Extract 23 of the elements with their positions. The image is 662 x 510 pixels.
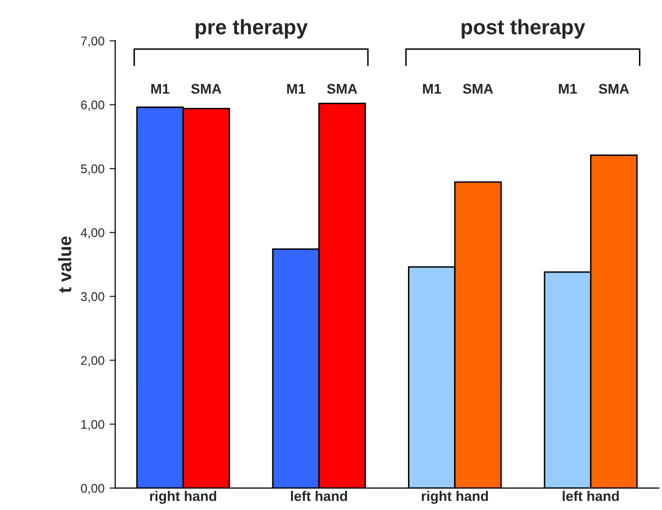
- text: SMA: [462, 84, 494, 94]
- text: M1: [558, 84, 577, 94]
- y-axis-title: t value: [58, 236, 72, 293]
- text: M1: [287, 84, 306, 94]
- y-tick-label: 0,00: [80, 484, 104, 494]
- y-tick-label: 7,00: [81, 36, 104, 47]
- text: SMA: [598, 84, 629, 94]
- y-tick-label: 1,00: [81, 420, 104, 430]
- text: SMA: [191, 84, 222, 94]
- x-tick-label: right hand: [150, 490, 216, 504]
- y-tick-label: 3,00: [80, 292, 104, 303]
- text: M1: [423, 84, 442, 94]
- x-tick-label: right hand: [422, 490, 488, 504]
- series-label: M1: [151, 84, 170, 94]
- x-tick-label: left hand: [562, 490, 619, 502]
- y-tick-label: 2,00: [81, 356, 104, 366]
- series-label: SMA: [327, 84, 358, 94]
- y-tick-label: 6,00: [81, 100, 104, 111]
- y-tick-label: 4,00: [80, 228, 104, 239]
- x-tick-label: left hand: [291, 490, 348, 502]
- text: pre therapy: [196, 19, 308, 39]
- text: post therapy: [462, 19, 586, 39]
- y-tick-label: 5,00: [80, 164, 104, 175]
